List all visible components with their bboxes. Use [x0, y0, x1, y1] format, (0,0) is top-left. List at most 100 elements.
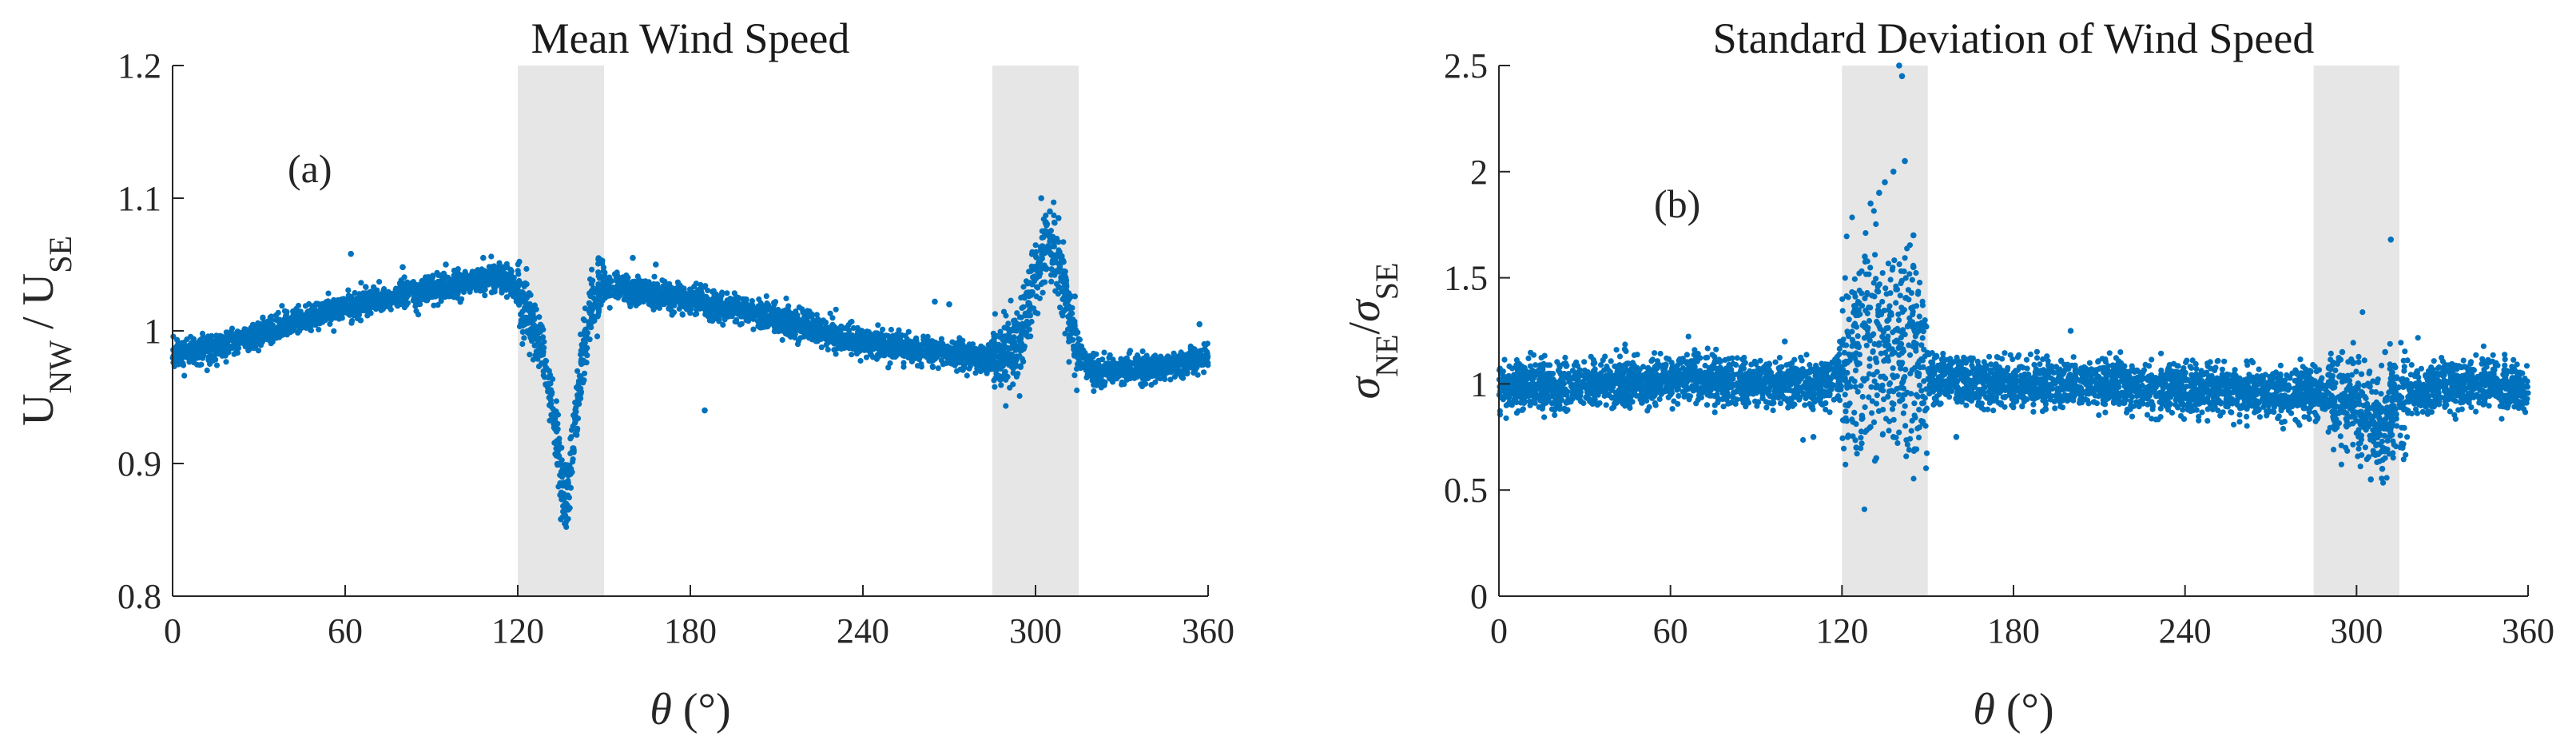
data-point — [940, 361, 946, 368]
data-point — [992, 384, 998, 390]
data-point — [1171, 353, 1178, 360]
data-point — [1099, 366, 1105, 372]
data-point — [325, 290, 332, 296]
data-point — [316, 312, 323, 318]
data-point — [829, 323, 835, 329]
data-point — [733, 316, 740, 323]
data-point — [309, 304, 316, 311]
data-point — [710, 318, 716, 324]
data-point — [578, 361, 585, 368]
data-point — [226, 329, 233, 336]
data-point — [349, 317, 356, 324]
data-point — [256, 340, 262, 346]
data-point — [274, 324, 280, 331]
data-point — [1014, 323, 1020, 329]
data-point — [984, 365, 991, 372]
data-point — [763, 293, 769, 300]
data-point — [827, 310, 833, 316]
data-point — [602, 279, 609, 285]
data-point — [614, 273, 621, 280]
data-point — [1101, 349, 1107, 356]
data-point — [737, 321, 743, 328]
data-point — [770, 312, 777, 319]
data-point — [1083, 367, 1089, 373]
data-point — [345, 287, 352, 293]
data-point — [849, 318, 855, 325]
data-point — [1051, 220, 1058, 226]
data-point — [400, 297, 407, 304]
data-point — [1106, 355, 1112, 361]
data-point — [188, 333, 194, 340]
data-point — [580, 316, 586, 323]
data-point — [315, 300, 321, 307]
data-point — [563, 467, 570, 473]
data-point — [761, 321, 767, 328]
data-point — [1066, 359, 1072, 365]
data-point — [1042, 279, 1048, 285]
data-point — [381, 286, 388, 292]
data-point — [1152, 352, 1159, 359]
data-point — [885, 364, 892, 371]
data-point — [1036, 295, 1043, 301]
data-point — [1071, 372, 1078, 379]
data-point — [255, 348, 262, 354]
data-point — [204, 367, 210, 374]
data-point — [1000, 308, 1008, 315]
data-point — [1040, 234, 1047, 241]
data-point — [331, 328, 337, 334]
data-point — [1053, 280, 1059, 287]
data-point — [1029, 249, 1036, 255]
data-point — [412, 281, 419, 288]
data-point — [1026, 300, 1032, 307]
data-point — [363, 284, 369, 290]
data-point — [1076, 360, 1083, 366]
data-point — [1020, 293, 1027, 300]
data-point — [448, 280, 455, 287]
data-point — [838, 323, 845, 329]
data-point — [302, 303, 309, 309]
data-point — [993, 371, 1000, 377]
data-point — [1016, 392, 1023, 400]
data-point — [228, 334, 234, 340]
data-point — [1125, 367, 1131, 373]
data-point — [764, 300, 770, 307]
data-point — [1152, 379, 1159, 385]
data-point — [676, 305, 682, 312]
data-point — [553, 398, 560, 404]
data-point — [789, 320, 796, 326]
data-point — [924, 333, 931, 340]
data-point — [720, 321, 726, 328]
data-point — [698, 303, 705, 309]
data-point — [566, 495, 573, 501]
data-point — [235, 345, 242, 352]
data-point — [561, 496, 567, 503]
data-point — [793, 308, 799, 315]
data-point — [1174, 360, 1180, 367]
data-point — [177, 360, 184, 367]
data-point — [903, 347, 909, 353]
data-point — [803, 318, 809, 324]
data-point — [339, 315, 345, 321]
data-point — [1204, 340, 1210, 347]
data-point — [888, 338, 894, 344]
data-point — [572, 410, 578, 416]
data-point — [174, 349, 181, 356]
data-point — [991, 333, 997, 340]
data-point — [563, 523, 570, 531]
data-point — [975, 359, 982, 365]
data-point — [804, 312, 810, 319]
data-point — [352, 289, 358, 296]
data-point — [779, 336, 785, 343]
data-point — [617, 278, 623, 284]
data-point — [1139, 348, 1146, 355]
data-point — [1121, 381, 1127, 388]
data-point — [401, 288, 407, 294]
data-point — [634, 273, 641, 280]
data-point — [1021, 323, 1028, 329]
data-point — [595, 281, 602, 288]
data-point — [540, 334, 547, 340]
data-point — [1019, 340, 1025, 347]
data-point — [755, 318, 761, 324]
data-point — [1126, 350, 1132, 356]
data-point — [1205, 362, 1211, 368]
